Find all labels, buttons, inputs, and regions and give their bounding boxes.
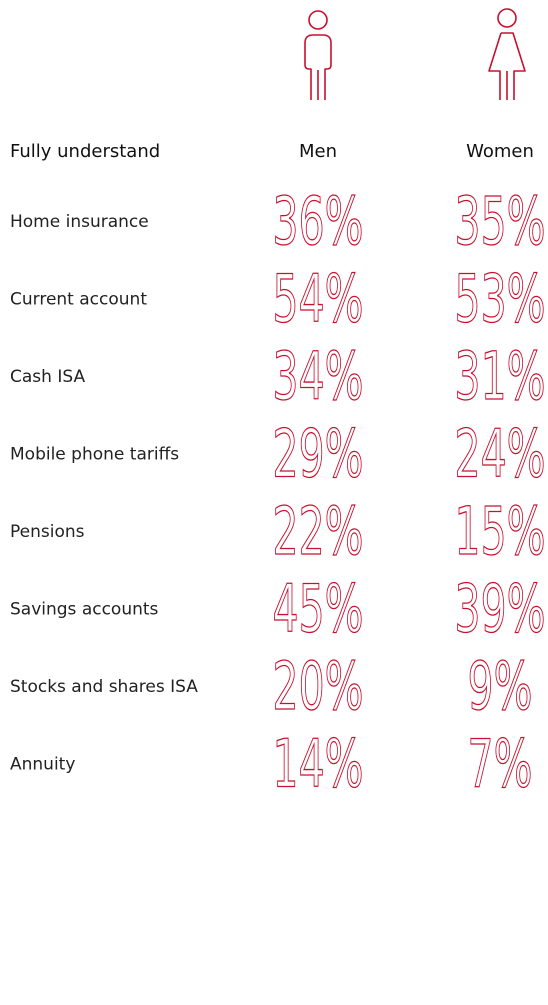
men-value: 20% bbox=[273, 648, 364, 725]
header-label: Fully understand bbox=[10, 141, 160, 162]
header-women: Women bbox=[466, 141, 534, 162]
row-label: Cash ISA bbox=[10, 367, 85, 387]
men-value: 45% bbox=[273, 570, 364, 647]
men-value: 36% bbox=[273, 183, 364, 260]
women-value: 9% bbox=[468, 648, 533, 725]
men-value: 14% bbox=[273, 725, 364, 802]
women-value: 35% bbox=[455, 183, 546, 260]
women-value: 7% bbox=[468, 725, 533, 802]
men-value: 22% bbox=[273, 493, 364, 570]
women-value: 31% bbox=[455, 338, 546, 415]
row-label: Pensions bbox=[10, 522, 85, 542]
women-value: 15% bbox=[455, 493, 546, 570]
row-label: Home insurance bbox=[10, 212, 149, 232]
women-value: 39% bbox=[455, 570, 546, 647]
row-label: Stocks and shares ISA bbox=[10, 677, 198, 697]
row-label: Annuity bbox=[10, 755, 75, 775]
header-men: Men bbox=[299, 141, 337, 162]
women-value: 24% bbox=[455, 415, 546, 492]
row-label: Current account bbox=[10, 290, 147, 310]
women-value: 53% bbox=[455, 260, 546, 337]
men-value: 54% bbox=[273, 260, 364, 337]
men-value: 29% bbox=[273, 415, 364, 492]
row-label: Savings accounts bbox=[10, 600, 159, 620]
women-icon bbox=[488, 8, 526, 100]
men-icon bbox=[304, 10, 332, 100]
row-label: Mobile phone tariffs bbox=[10, 445, 179, 465]
men-value: 34% bbox=[273, 338, 364, 415]
rows: Home insurance 36% 35% Current account 54% 53… bbox=[10, 182, 546, 802]
